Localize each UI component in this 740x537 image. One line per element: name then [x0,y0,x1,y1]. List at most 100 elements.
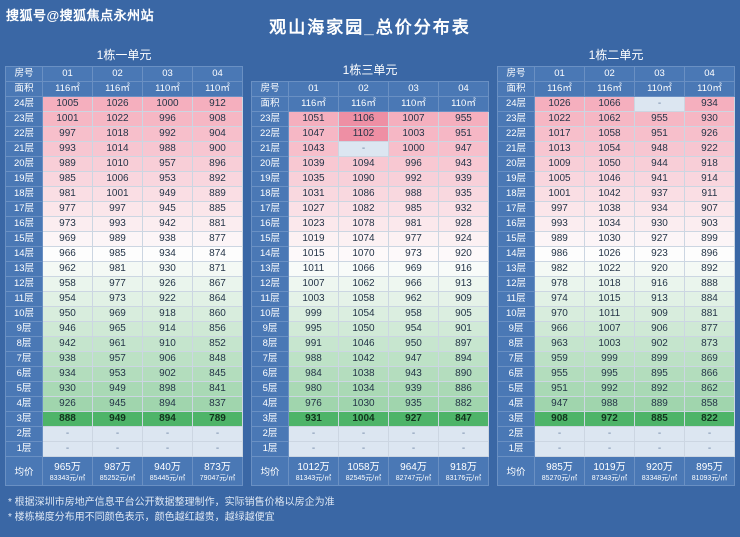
floor-label: 11层 [497,291,535,307]
floor-row: 7层 959 999 899 869 [497,351,735,367]
price-cell: 992 [584,381,635,397]
area-header-row: 面积 116㎡ 116㎡ 110㎡ 110㎡ [251,96,489,112]
price-cell: 1062 [338,276,389,292]
price-cell: 1051 [288,111,339,127]
floor-row: 1层 - - - - [5,441,243,457]
avg-unit-price: 79047元/㎡ [199,475,236,482]
price-cell: 989 [92,231,143,247]
room-number: 03 [634,66,685,82]
price-cell: 1001 [42,111,93,127]
floor-label: 5层 [5,381,43,397]
price-cell: 894 [142,411,193,427]
price-cell: - [288,441,339,457]
price-cell: 1034 [584,216,635,232]
price-cell: 1014 [92,141,143,157]
price-cell: 988 [388,186,439,202]
avg-unit-price: 87343元/㎡ [591,475,628,482]
avg-cell: 940万 85445元/㎡ [142,456,193,486]
price-cell: - [684,426,735,442]
avg-unit-price: 85445元/㎡ [149,475,186,482]
price-cell: 934 [634,201,685,217]
price-cell: 926 [684,126,735,142]
floor-row: 12层 958 977 926 867 [5,276,243,292]
floor-label: 1层 [5,441,43,457]
room-header-label: 房号 [251,81,289,97]
price-cell: 1007 [388,111,439,127]
floor-row: 9层 946 965 914 856 [5,321,243,337]
price-cell: 939 [388,381,439,397]
price-cell: 947 [388,351,439,367]
price-cell: 896 [684,246,735,262]
floor-row: 15层 969 989 938 877 [5,231,243,247]
floor-label: 17层 [5,201,43,217]
price-cell: 993 [42,141,93,157]
price-cell: 969 [42,231,93,247]
avg-unit-price: 85270元/㎡ [541,475,578,482]
floor-row: 14层 966 985 934 874 [5,246,243,262]
price-cell: 935 [388,396,439,412]
price-cell: 1070 [338,246,389,262]
price-cell: 852 [192,336,243,352]
price-cell: 860 [192,306,243,322]
price-cell: 1005 [534,171,585,187]
avg-unit-price: 81343元/㎡ [295,475,332,482]
price-cell: - [288,426,339,442]
price-cell: 886 [438,381,489,397]
price-cell: - [634,441,685,457]
price-cell: 930 [42,381,93,397]
price-cell: 1015 [288,246,339,262]
price-cell: 822 [684,411,735,427]
price-cell: 973 [92,291,143,307]
price-cell: 976 [288,396,339,412]
floor-label: 6层 [5,366,43,382]
price-cell: 969 [388,261,439,277]
avg-price: 918万 [450,462,477,473]
price-cell: 1022 [584,261,635,277]
floor-row: 7层 938 957 906 848 [5,351,243,367]
floor-label: 20层 [5,156,43,172]
price-cell: 1023 [288,216,339,232]
price-cell: 934 [42,366,93,382]
price-cell: 950 [42,306,93,322]
avg-cell: 987万 85252元/㎡ [92,456,143,486]
price-cell: 845 [192,366,243,382]
price-cell: 890 [438,366,489,382]
price-cell: 906 [142,351,193,367]
price-cell: 944 [634,156,685,172]
price-table: 房号 01 02 03 04 面积 116㎡ 116㎡ 110㎡ 110㎡ 24层 1026 1066-… [497,66,735,486]
footnotes: * 根据深圳市房地产信息平台公开数据整理制作，实际销售价格以房企为准 * 楼栋梯… [8,495,740,525]
price-cell: 982 [534,261,585,277]
price-cell: 985 [388,201,439,217]
floor-label: 6层 [497,366,535,382]
unit-section-3: 1栋三单元 房号 01 02 03 04 面积 116㎡ 116㎡ 110㎡ 110㎡ 23层 105… [251,61,489,486]
room-number: 04 [192,66,243,82]
price-cell: 1001 [534,186,585,202]
price-cell: 934 [684,96,735,112]
price-cell: 997 [92,201,143,217]
price-cell: 856 [192,321,243,337]
floor-label: 8层 [497,336,535,352]
area-value: 110㎡ [684,81,735,97]
price-cell: 943 [388,366,439,382]
price-cell: 869 [684,351,735,367]
floor-row: 9层 966 1007 906 877 [497,321,735,337]
price-cell: 977 [42,201,93,217]
floor-row: 1层 - - - - [251,441,489,457]
floor-row: 16层 1023 1078 981 928 [251,216,489,232]
avg-row: 均价 965万 83343元/㎡ 987万 85252元/㎡ 940万 85445元/㎡ 87… [5,456,243,486]
price-cell: 920 [634,261,685,277]
floor-row: 13层 982 1022 920 892 [497,261,735,277]
area-value: 110㎡ [438,96,489,112]
floor-row: 20层 1039 1094 996 943 [251,156,489,172]
price-cell: 1018 [584,276,635,292]
price-cell: 877 [192,231,243,247]
floor-row: 3层 931 1004 927 847 [251,411,489,427]
floor-label: 13层 [251,261,289,277]
price-cell: 1043 [288,141,339,157]
floor-label: 19层 [251,171,289,187]
floor-row: 12层 1007 1062 966 913 [251,276,489,292]
floor-row: 7层 988 1042 947 894 [251,351,489,367]
price-cell: 980 [288,381,339,397]
price-cell: 1019 [288,231,339,247]
price-cell: 981 [42,186,93,202]
